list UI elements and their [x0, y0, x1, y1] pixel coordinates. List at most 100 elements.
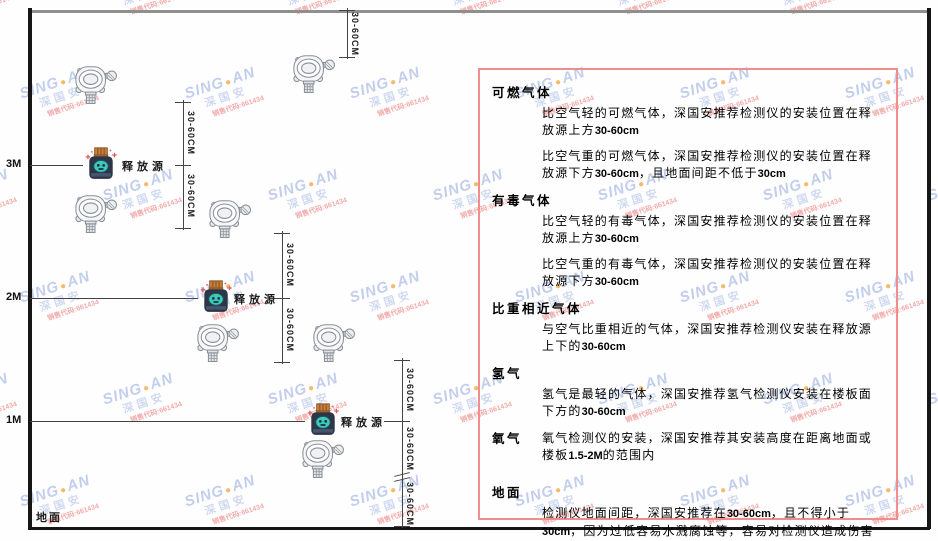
dimension-label: 30-60CM	[285, 242, 295, 287]
watermark-brand: SING●AN	[430, 0, 505, 1]
gas-detector-icon-2m-above	[206, 196, 252, 243]
watermark-code: 销售代码:661434	[376, 299, 430, 323]
watermark-code: 销售代码:661434	[129, 197, 183, 221]
release-source-icon-2m	[198, 279, 234, 321]
watermark-cjk: 深国安	[450, 0, 510, 9]
section-header-similar-density-gas: 比重相近气体	[492, 301, 583, 316]
release-source-label-1m: 释放源	[341, 416, 386, 429]
watermark-code: 销售代码:661434	[789, 0, 843, 17]
watermark-dot-icon: ●	[58, 484, 69, 497]
dimension-label: 30-60CM	[405, 482, 415, 527]
watermark-dot-icon: ●	[223, 76, 234, 89]
watermark-code: 销售代码:661434	[129, 0, 183, 17]
watermark-dot-icon: ●	[388, 76, 399, 89]
release-source-label-2m: 释放源	[234, 293, 279, 306]
release-source-icon-3m	[83, 146, 119, 188]
dimension-tick	[274, 298, 290, 299]
watermark-code: 销售代码:661434	[459, 0, 513, 17]
height-label-3m: 3M	[6, 158, 22, 170]
dimension-line-ceiling	[347, 8, 348, 59]
watermark-code: 销售代码:661434	[376, 95, 430, 119]
height-label-1m: 1M	[6, 414, 22, 426]
watermark-dot-icon: ●	[306, 382, 317, 395]
watermark-dot-icon: ●	[58, 280, 69, 293]
gas-detector-icon-3m-above	[72, 62, 118, 109]
gas-detector-icon-2m-below	[194, 320, 240, 367]
dimension-label: 30-60CM	[285, 307, 295, 352]
section-oxygen: 氧气 氧气检测仪的安装，深国安推荐其安装高度在距离地面或楼板1.5-2M的范围内	[492, 430, 884, 465]
watermark-code: 销售代码:661434	[376, 503, 430, 527]
watermark-brand: SING●AN	[0, 165, 11, 190]
watermark-brand: SING●AN	[0, 369, 11, 394]
section-paragraph: 比空气轻的可燃气体，深国安推荐检测仪的安装位置在释放源上方30-60cm	[542, 106, 873, 137]
dimension-tick	[274, 362, 290, 363]
watermark-brand: SING●AN	[347, 63, 423, 103]
watermark-brand: SING●AN	[0, 0, 11, 1]
dimension-tick	[274, 233, 290, 234]
dimension-label: 30-60CM	[186, 173, 196, 218]
dimension-tick	[394, 421, 410, 422]
watermark-brand: SING●AN	[347, 267, 423, 307]
dimension-label: 30-60CM	[186, 110, 196, 155]
watermark-cjk: 深国安	[367, 83, 415, 110]
watermark-cjk: 深国安	[285, 0, 345, 9]
watermark-cjk: 深国安	[202, 83, 250, 110]
watermark-brand: SING●AN	[182, 63, 258, 103]
gas-detector-icon-3m-below	[72, 191, 118, 238]
ceiling-line	[30, 10, 928, 13]
dimension-line-1m	[402, 358, 403, 528]
section-header-oxygen: 氧气	[492, 431, 523, 446]
watermark-cjk: 深国安	[120, 0, 180, 9]
watermark-brand: SING●AN	[265, 0, 340, 1]
watermark-dot-icon: ●	[306, 178, 317, 191]
watermark-cjk: 深国安	[615, 0, 675, 9]
watermark-cjk: 深国安	[367, 491, 415, 518]
dimension-label: 30-60CM	[405, 367, 415, 412]
watermark-dot-icon: ●	[388, 484, 399, 497]
dimension-tick	[175, 102, 191, 103]
dimension-line-2m	[282, 231, 283, 364]
section-paragraph: 氧气检测仪的安装，深国安推荐其安装高度在距离地面或楼板1.5-2M的范围内	[542, 431, 873, 462]
dimension-label: 30-60CM	[350, 12, 360, 57]
watermark-code: 销售代码:661434	[0, 0, 18, 17]
section-header-ground: 地面	[492, 485, 523, 500]
section-paragraph: 比空气轻的有毒气体，深国安推荐检测仪的安装位置在释放源上方30-60cm	[542, 214, 873, 245]
gas-detector-icon-ceiling	[290, 51, 336, 98]
watermark-dot-icon: ●	[141, 382, 152, 395]
dimension-tick	[394, 360, 410, 361]
watermark-cjk: 深国安	[120, 389, 168, 416]
watermark-brand: SING●AN	[100, 369, 176, 409]
watermark-dot-icon: ●	[141, 178, 152, 191]
height-ref-line-1m	[30, 421, 305, 422]
height-label-2m: 2M	[6, 291, 22, 303]
watermark-code: 销售代码:661434	[294, 197, 348, 221]
section-header-toxic-gas: 有毒气体	[492, 193, 553, 208]
installation-guide-sections: 可燃气体 比空气轻的可燃气体，深国安推荐检测仪的安装位置在释放源上方30-60cm…	[492, 84, 884, 541]
watermark-cjk: 深国安	[367, 287, 415, 314]
dimension-label: 30-60CM	[405, 426, 415, 471]
left-wall-line	[28, 8, 32, 529]
watermark-brand: SING●AN	[100, 0, 175, 1]
watermark-dot-icon: ●	[223, 484, 234, 497]
dimension-tick	[175, 228, 191, 229]
dimension-tick	[175, 165, 191, 166]
height-ref-line-2m	[30, 298, 198, 299]
dimension-tick	[339, 10, 355, 11]
watermark-code: 销售代码:661434	[0, 197, 18, 221]
watermark-cjk: 深国安	[202, 491, 250, 518]
watermark-dot-icon: ●	[388, 280, 399, 293]
watermark-brand: SING●AN	[182, 471, 258, 511]
release-source-icon-1m	[305, 402, 341, 444]
watermark-brand: SING●AN	[760, 0, 835, 1]
dimension-tick	[394, 526, 410, 527]
watermark-code: 销售代码:661434	[211, 503, 265, 527]
gas-detector-icon-1m-above	[310, 320, 356, 367]
